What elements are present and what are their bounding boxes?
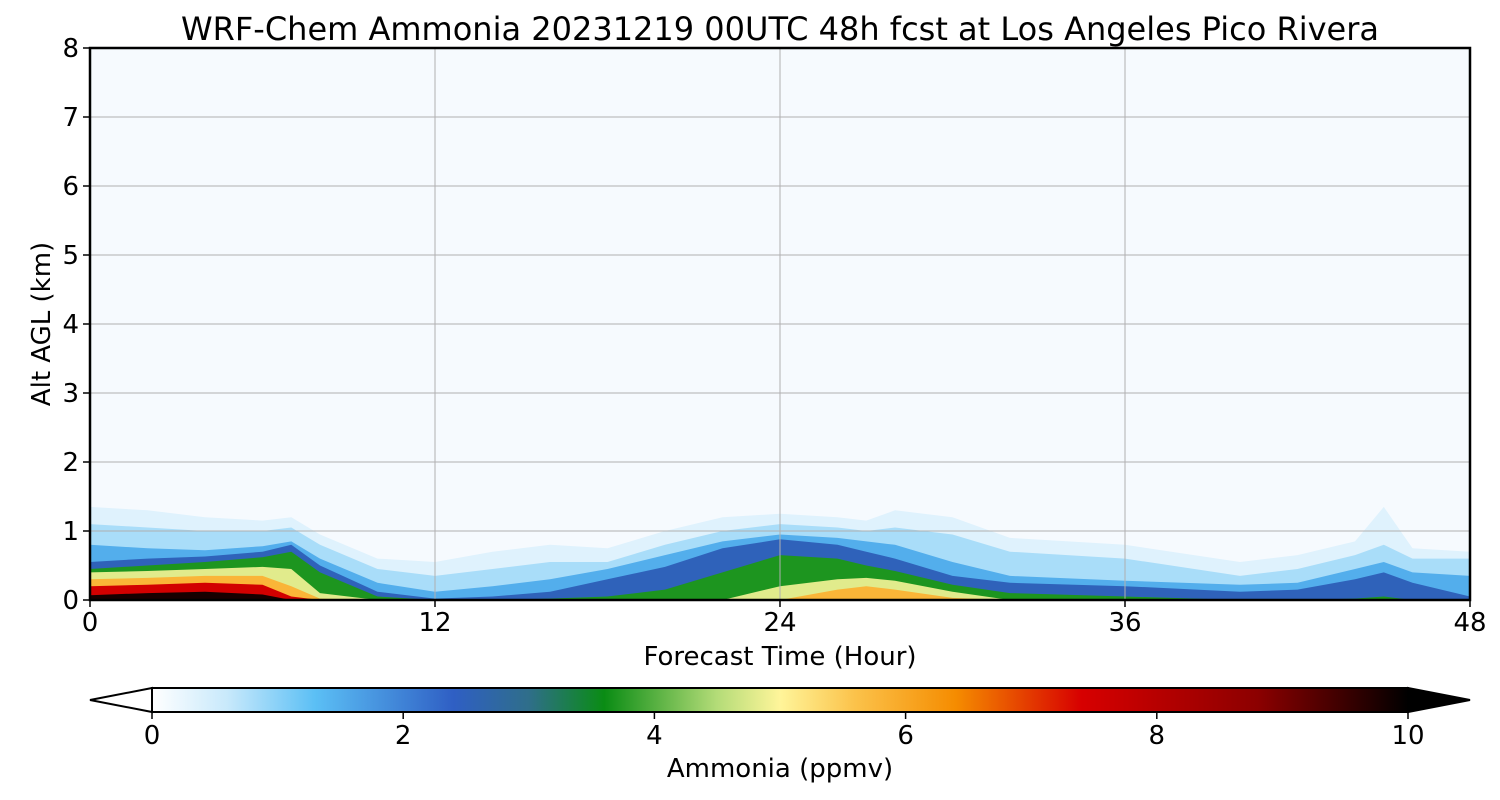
y-tick-label: 8 xyxy=(62,34,79,64)
colorbar-tick-label: 6 xyxy=(897,721,914,751)
colorbar-ticks: 0 2 4 6 8 10 xyxy=(144,712,1425,751)
colorbar-label: Ammonia (ppmv) xyxy=(667,754,893,784)
colorbar-max-extension xyxy=(1407,686,1471,714)
colorbar: 0 2 4 6 8 10 Ammonia (ppmv) xyxy=(89,686,1471,784)
colorbar-body xyxy=(152,688,1408,712)
y-tick-label: 5 xyxy=(62,241,79,271)
x-tick-label: 36 xyxy=(1108,608,1141,638)
y-tick-label: 1 xyxy=(62,517,79,547)
colorbar-tick-label: 2 xyxy=(395,721,412,751)
x-tick-label: 12 xyxy=(418,608,451,638)
x-axis: 0 12 24 36 48 xyxy=(82,600,1487,638)
x-axis-label: Forecast Time (Hour) xyxy=(643,642,916,672)
x-tick-label: 24 xyxy=(763,608,796,638)
plot-area xyxy=(88,46,1472,602)
colorbar-tick-label: 8 xyxy=(1149,721,1166,751)
y-tick-label: 3 xyxy=(62,379,79,409)
y-axis-label: Alt AGL (km) xyxy=(27,242,57,406)
y-tick-label: 0 xyxy=(62,586,79,616)
colorbar-tick-label: 0 xyxy=(144,721,161,751)
grid-lines xyxy=(90,48,1470,600)
x-tick-label: 0 xyxy=(82,608,99,638)
colorbar-frame xyxy=(151,687,1409,713)
colorbar-min-extension xyxy=(89,686,153,714)
colorbar-tick-label: 10 xyxy=(1391,721,1424,751)
y-axis: 0 1 2 3 4 5 6 7 8 xyxy=(62,34,90,616)
y-tick-label: 6 xyxy=(62,172,79,202)
colorbar-tick-label: 4 xyxy=(646,721,663,751)
y-tick-label: 4 xyxy=(62,310,79,340)
y-tick-label: 7 xyxy=(62,103,79,133)
x-tick-label: 48 xyxy=(1453,608,1486,638)
y-tick-label: 2 xyxy=(62,448,79,478)
chart-title: WRF-Chem Ammonia 20231219 00UTC 48h fcst… xyxy=(181,10,1379,48)
